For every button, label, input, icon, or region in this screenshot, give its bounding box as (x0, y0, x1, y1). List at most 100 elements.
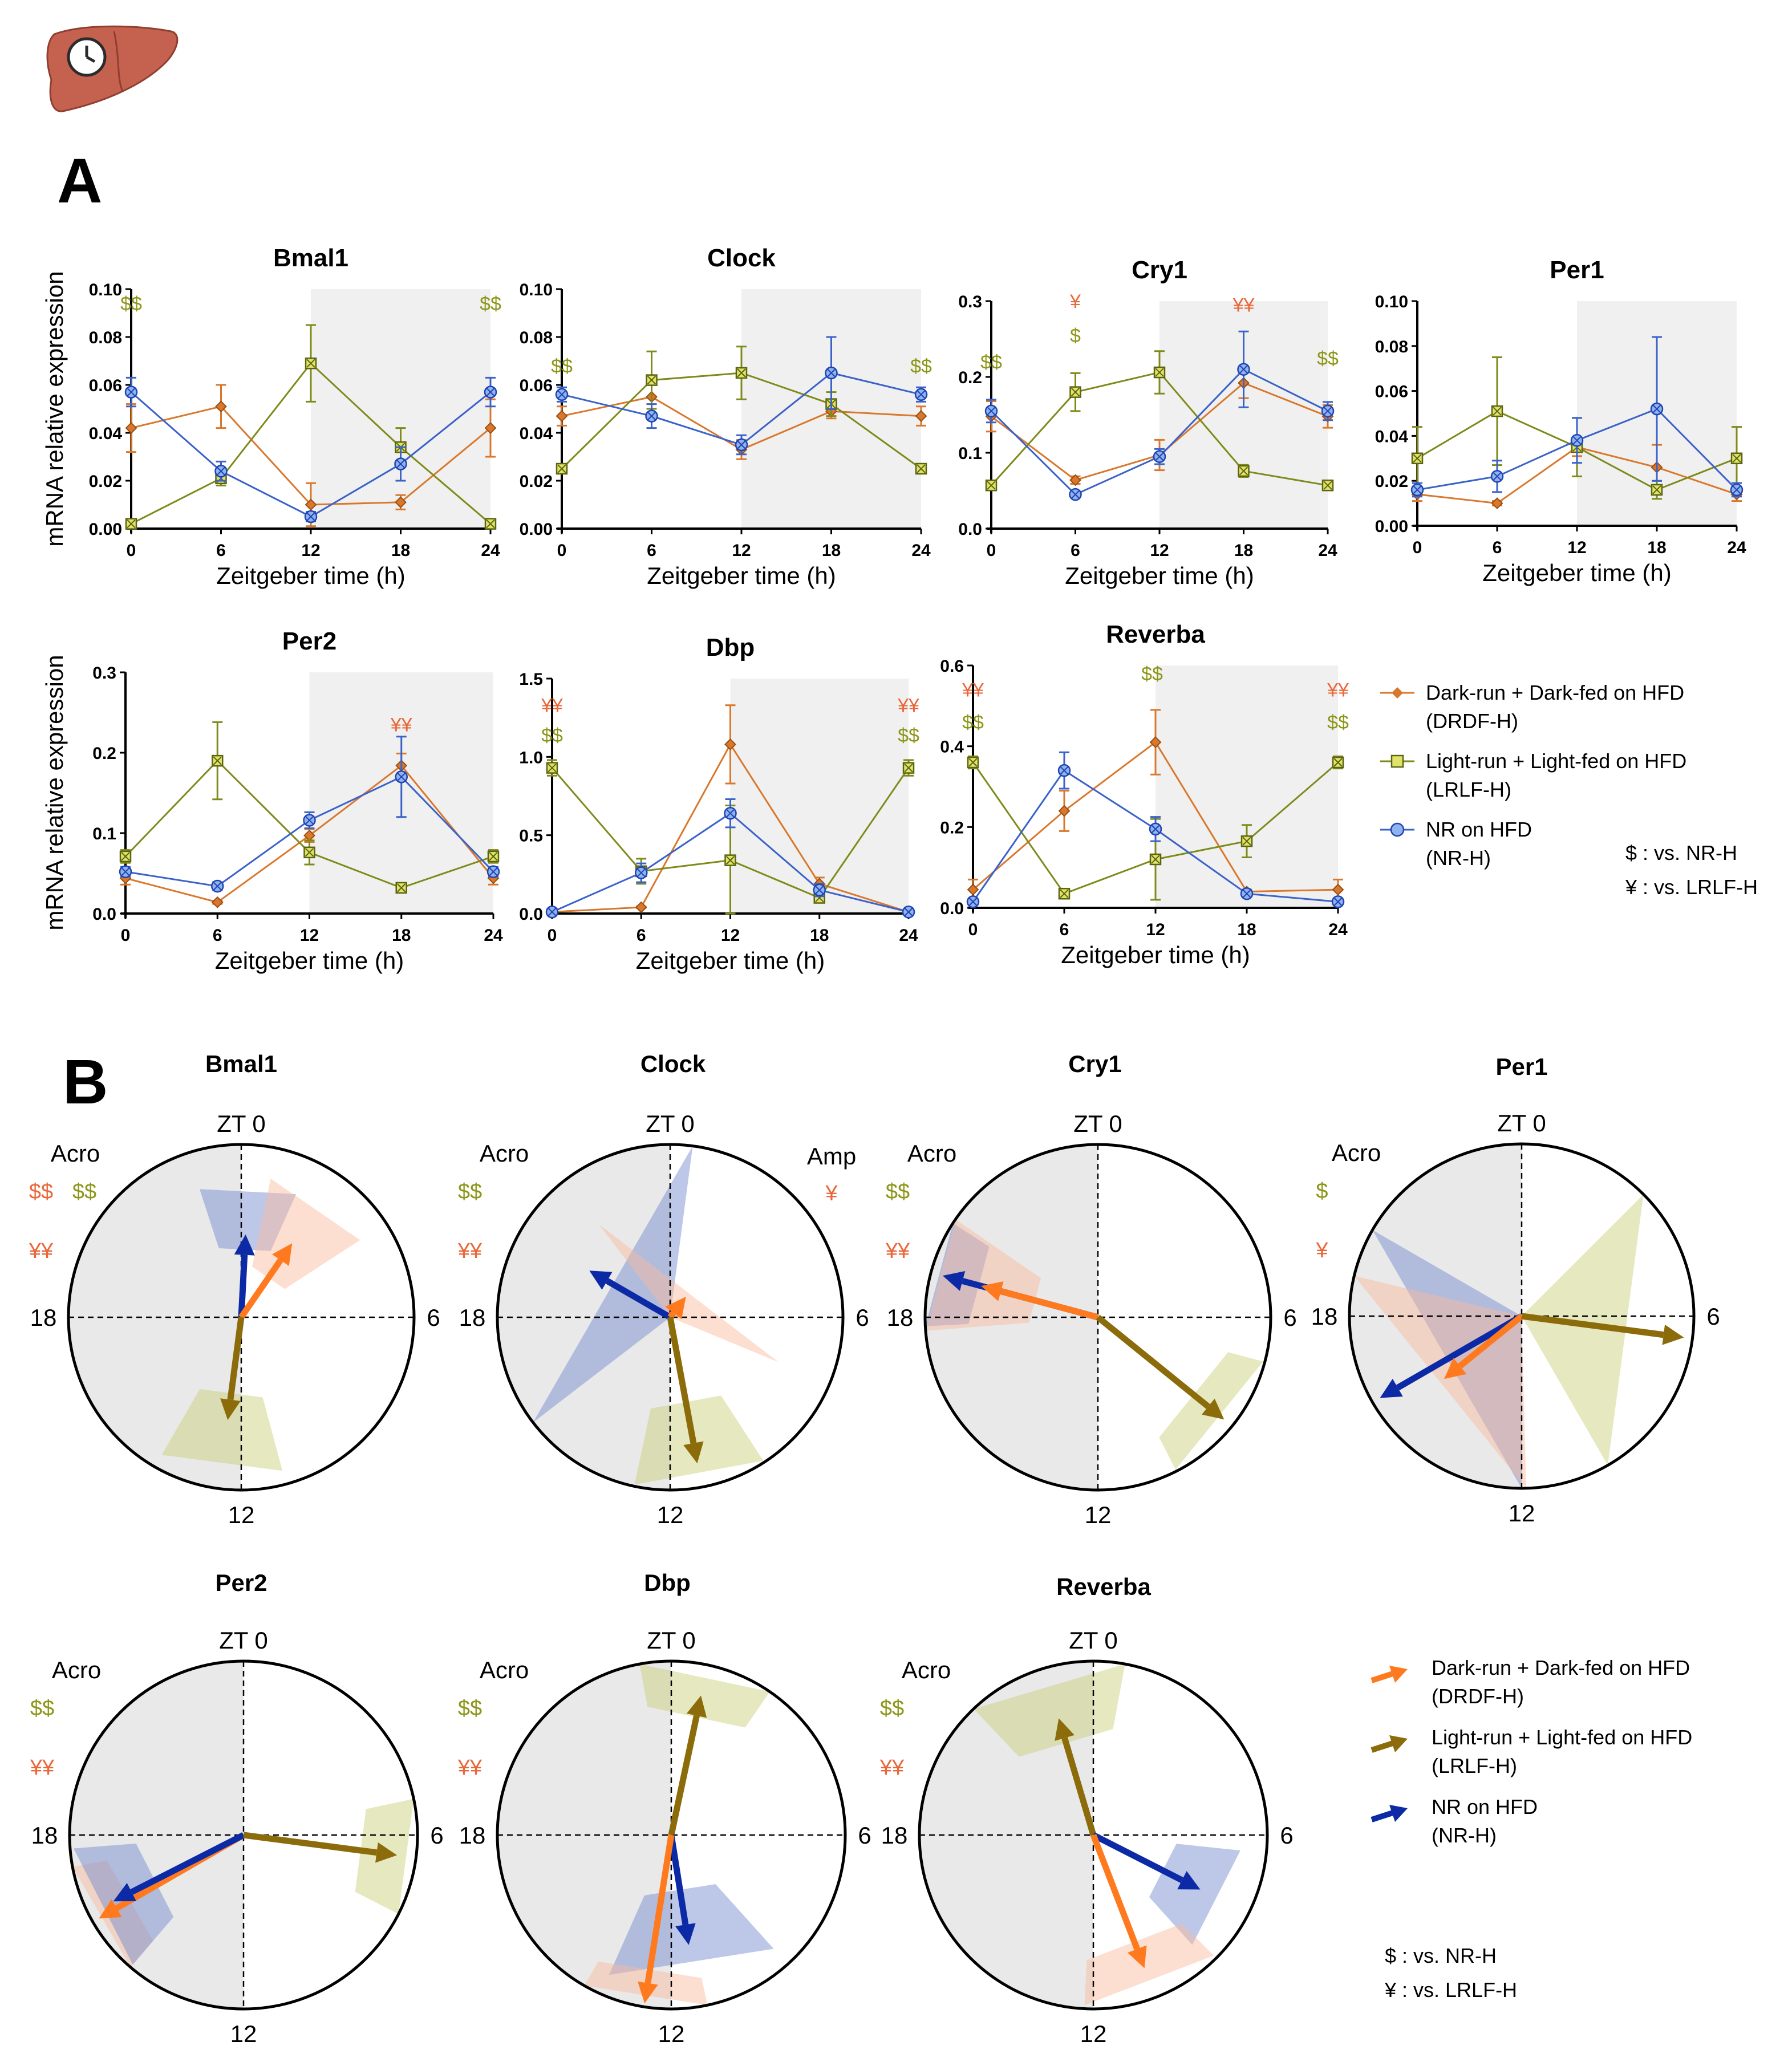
data-point-cross (917, 390, 926, 399)
line-chart-reverba: Reverba 0.0 0.2 0.4 0.6 0 6 12 18 24 Zeitgeber tim… (940, 620, 1349, 968)
significance-mark: $ (1316, 1179, 1328, 1203)
x-tick-label: 0 (968, 920, 978, 939)
y-tick-label: 0.02 (520, 472, 553, 491)
significance-mark: ¥¥ (885, 1239, 910, 1263)
significance-mark: ¥¥ (29, 1239, 54, 1263)
zt18-label: 18 (459, 1822, 486, 1849)
phase-arrowhead-lrlf-h (1662, 1324, 1684, 1345)
data-point-cross (121, 852, 130, 861)
x-tick-label: 0 (987, 541, 996, 560)
data-point-cross (486, 519, 495, 529)
x-tick-label: 12 (300, 926, 319, 945)
acrophase-label: Acro (52, 1657, 101, 1683)
chart-title: Bmal1 (273, 244, 348, 272)
significance-mark: $$ (1317, 348, 1339, 370)
significance-mark: ¥¥ (897, 695, 919, 717)
significance-mark: $$ (551, 355, 573, 377)
x-tick-label: 24 (1318, 541, 1337, 560)
y-tick-label: 0.4 (940, 738, 964, 757)
phase-arrowhead-nr-h (1380, 1378, 1403, 1398)
series-drdf-h (125, 384, 497, 527)
phase-arrowhead-nr-h (234, 1234, 255, 1256)
data-point-cross (647, 375, 656, 385)
panel-a-legend: Dark-run + Dark-fed on HFD (DRDF-H) Light-… (1380, 681, 1758, 899)
data-point-cross (987, 407, 996, 416)
dark-phase-half (68, 1144, 241, 1490)
x-tick-label: 18 (1647, 538, 1666, 557)
data-point-cross (305, 848, 314, 857)
data-point-cross (737, 368, 746, 377)
line-chart-cry1: Cry1 0.0 0.1 0.2 0.3 0 6 12 18 24 Zeitgeber time (… (958, 256, 1339, 589)
significance-note: $ : vs. NR-H (1625, 841, 1737, 864)
phase-arrowhead-lrlf-h (1202, 1398, 1225, 1420)
significance-mark: $$ (1141, 663, 1163, 685)
chart-title: Dbp (644, 1569, 691, 1596)
data-point-cross (557, 390, 566, 399)
series-nr-h (966, 751, 1345, 908)
data-point-cross (486, 387, 495, 397)
acrophase-label: Acro (480, 1140, 529, 1167)
data-point-cross (1413, 485, 1422, 494)
y-tick-label: 0.0 (519, 905, 543, 924)
polar-chart-dbp: Dbp ZT 0 6 12 18 Acro $$ ¥¥ (457, 1569, 871, 2047)
phase-arrow-lrlf-h (243, 1832, 378, 1856)
acrophase-label: Acro (902, 1657, 951, 1683)
x-axis-label: Zeitgeber time (h) (1482, 559, 1671, 586)
data-point-cross (1493, 407, 1502, 416)
legend-marker (1392, 687, 1403, 699)
significance-mark: ¥¥ (457, 1756, 483, 1780)
dark-phase-half (497, 1144, 670, 1490)
line-chart-bmal1: Bmal1 0.00 0.02 0.04 0.06 0.08 0.10 0 6 12 18 24 Zei… (89, 244, 501, 589)
phase-arrowhead-lrlf-h (1055, 1718, 1075, 1741)
x-tick-label: 6 (636, 926, 646, 945)
data-point-cross (1242, 837, 1251, 846)
confidence-wedge (1084, 1923, 1214, 2006)
confidence-wedge (598, 1224, 779, 1362)
data-point-cross (1060, 766, 1069, 775)
y-tick-label: 0.10 (520, 281, 553, 299)
confidence-wedge (1149, 1844, 1240, 1945)
x-tick-label: 24 (1727, 538, 1746, 557)
chart-title: Clock (640, 1050, 706, 1077)
significance-mark: ¥¥ (30, 1756, 55, 1780)
y-tick-label: 0.00 (1375, 517, 1408, 536)
data-point-cross (489, 852, 498, 861)
y-axis-label: mRNA relative expression (41, 655, 68, 930)
data-point (1491, 497, 1503, 510)
legend-label: NR on HFD (1432, 1795, 1538, 1818)
data-point (1149, 736, 1162, 748)
x-tick-label: 6 (1060, 920, 1069, 939)
chart-title: Per2 (282, 627, 336, 655)
y-tick-label: 1.5 (519, 670, 543, 689)
x-tick-label: 12 (732, 541, 751, 560)
data-point-cross (1071, 387, 1080, 397)
data-point-cross (725, 809, 735, 818)
legend-label: (DRDF-H) (1426, 709, 1518, 733)
line-chart-per1: Per1 0.00 0.02 0.04 0.06 0.08 0.10 0 6 12 18 24 Zeit… (1375, 256, 1746, 586)
dark-phase-half (925, 1144, 1098, 1490)
zt6-label: 6 (1283, 1304, 1296, 1331)
phase-arrowhead-drdf-h (665, 1296, 686, 1320)
data-point (484, 422, 497, 435)
x-tick-label: 12 (721, 926, 740, 945)
x-axis-label: Zeitgeber time (h) (1061, 941, 1250, 968)
zt12-label: 12 (228, 1501, 255, 1528)
zt18-label: 18 (887, 1304, 914, 1331)
phase-arrow-drdf-h (1000, 1288, 1099, 1321)
data-point-cross (127, 387, 136, 397)
data-point-cross (213, 882, 222, 891)
x-tick-label: 18 (1234, 541, 1253, 560)
x-tick-label: 18 (810, 926, 829, 945)
x-axis-label: Zeitgeber time (h) (215, 947, 404, 974)
significance-mark: $$ (480, 293, 501, 315)
y-tick-label: 0.06 (1375, 383, 1408, 401)
significance-mark: $$ (458, 1180, 482, 1204)
x-tick-label: 12 (1150, 541, 1169, 560)
confidence-wedge (1522, 1194, 1644, 1466)
series-lrlf-h (985, 350, 1334, 492)
amplitude-label: Amp (807, 1143, 856, 1170)
legend-label: (LRLF-H) (1432, 1754, 1517, 1777)
confidence-wedge (533, 1146, 693, 1423)
